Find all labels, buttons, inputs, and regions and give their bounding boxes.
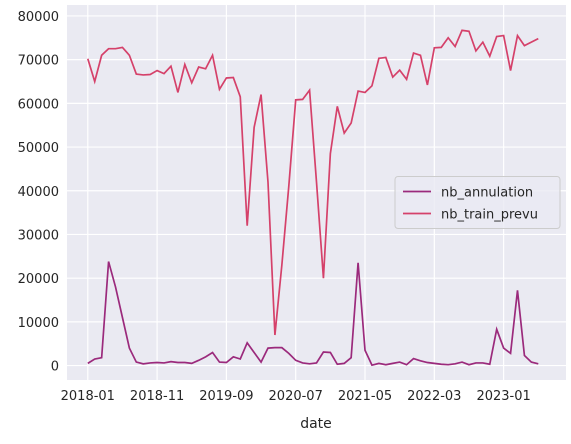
- legend-box: [394, 176, 561, 229]
- legend-label: nb_train_prevu: [441, 208, 538, 223]
- y-tick-label: 0: [51, 360, 59, 375]
- y-tick-label: 40000: [18, 185, 59, 200]
- x-tick-label: 2022-03: [407, 389, 461, 404]
- legend: nb_annulation nb_train_prevu: [394, 176, 561, 229]
- line: [86, 29, 539, 336]
- y-tick-label: 80000: [18, 10, 59, 25]
- y-tick-label: 60000: [18, 97, 59, 112]
- y-tick-label: 30000: [18, 228, 59, 243]
- y-tick-label: 70000: [18, 54, 59, 69]
- x-axis-label: date: [300, 416, 332, 432]
- legend-label: nb_annulation: [441, 186, 533, 201]
- x-tick-label: 2020-07: [269, 389, 323, 404]
- x-tick-label: 2021-05: [338, 389, 392, 404]
- y-tick-label: 50000: [18, 141, 59, 156]
- y-tick-label: 20000: [18, 272, 59, 287]
- x-tick-label: 2023-01: [476, 389, 530, 404]
- x-tick-label: 2018-11: [130, 389, 184, 404]
- x-tick-label: 2018-01: [61, 389, 115, 404]
- line: [87, 261, 539, 367]
- x-tick-label: 2019-09: [199, 389, 253, 404]
- y-tick-label: 10000: [18, 316, 59, 331]
